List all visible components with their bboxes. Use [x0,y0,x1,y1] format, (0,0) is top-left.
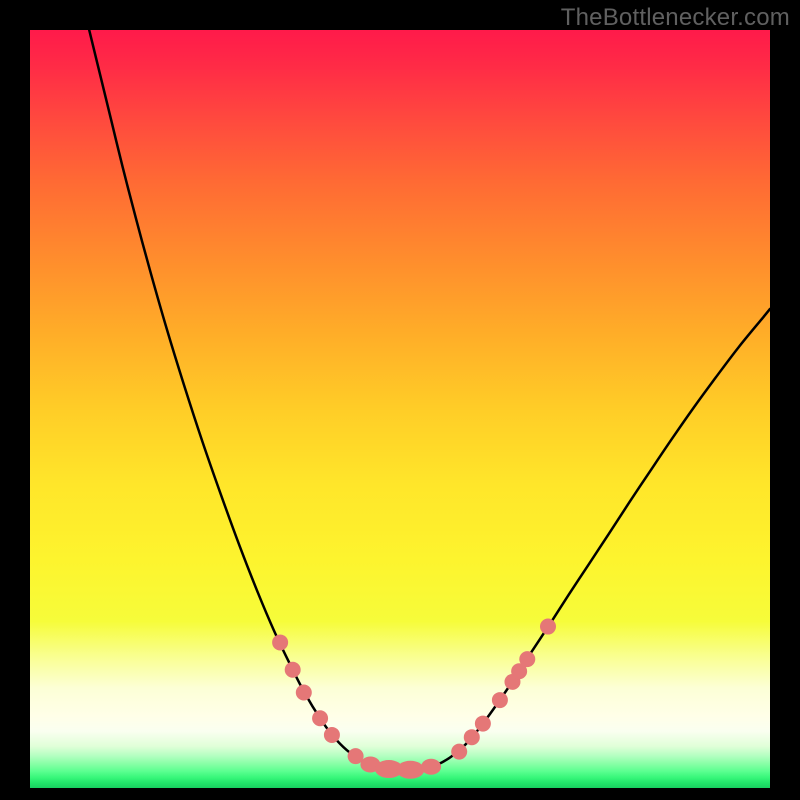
curve-marker [519,651,535,667]
curve-marker [492,692,508,708]
curve-marker [296,684,312,700]
curve-marker [272,634,288,650]
curve-marker [540,619,556,635]
curve-marker [312,710,328,726]
curve-marker [324,727,340,743]
bottleneck-curve [89,30,770,770]
curve-marker [396,761,424,779]
curve-marker [285,662,301,678]
curve-marker [464,729,480,745]
curve-marker [451,744,467,760]
curve-marker [421,759,441,775]
curve-layer [30,30,770,788]
chart-root: TheBottlenecker.com [0,0,800,800]
curve-marker [475,716,491,732]
curve-markers [272,619,556,779]
watermark-text: TheBottlenecker.com [561,4,790,32]
